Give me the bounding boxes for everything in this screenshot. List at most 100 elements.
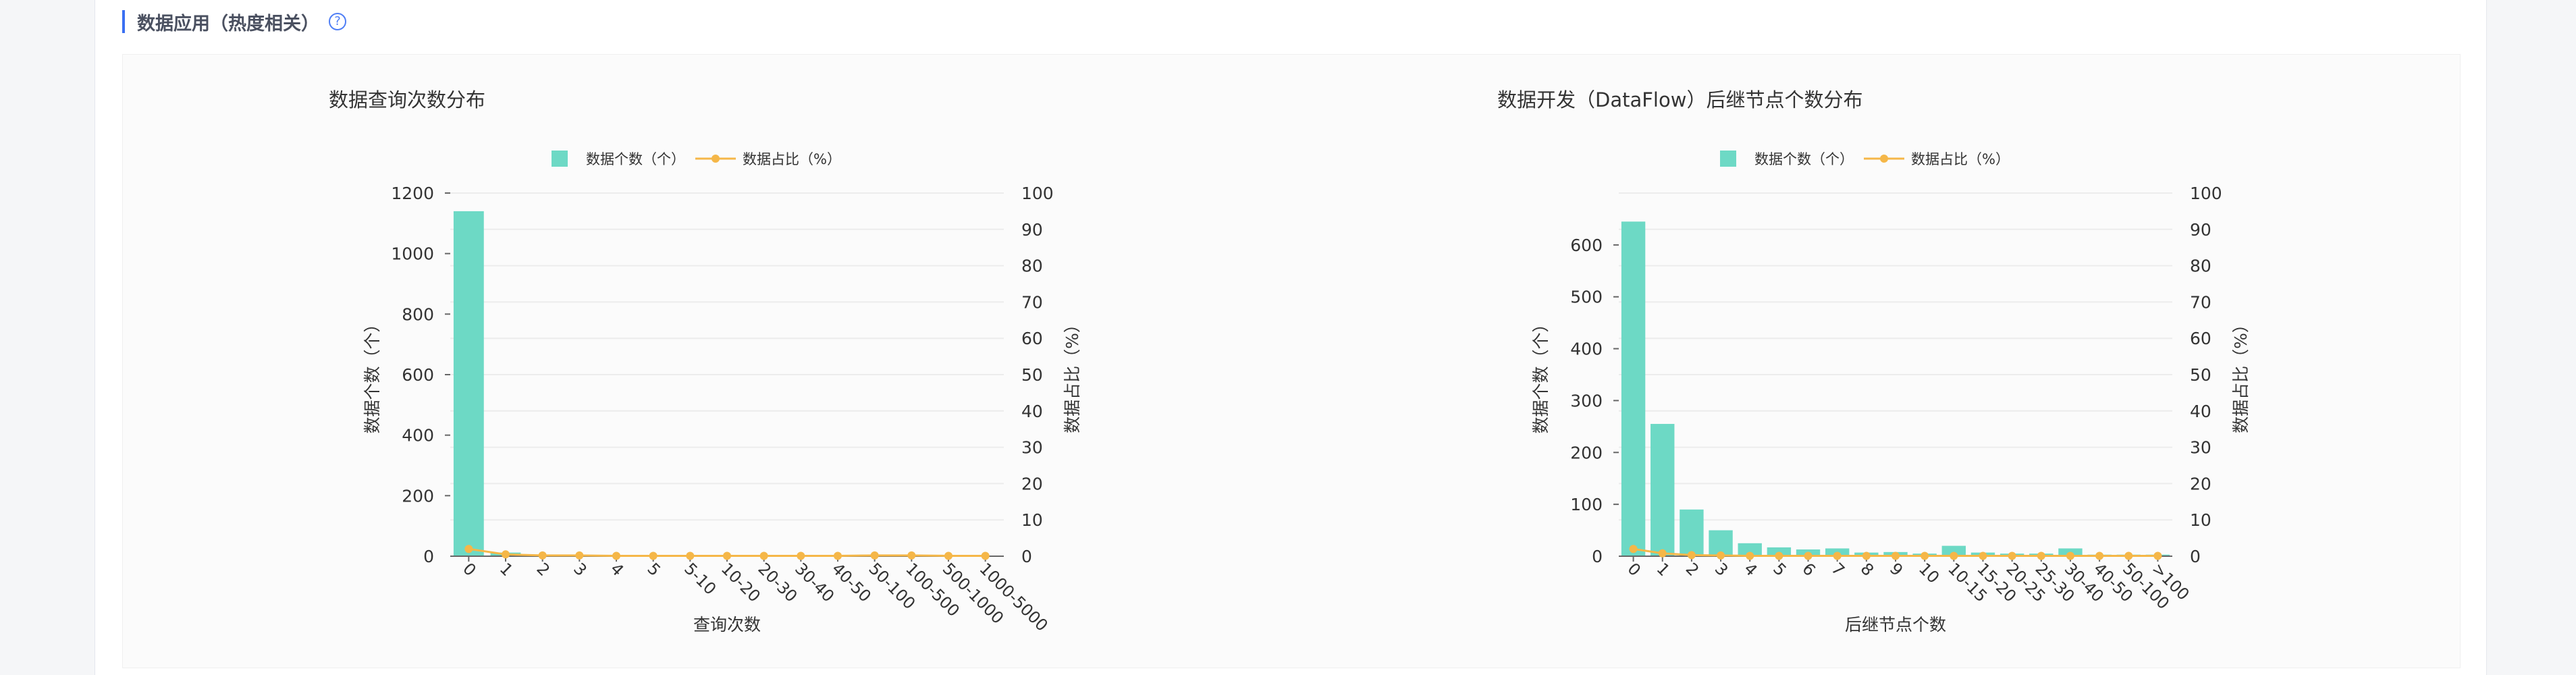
legend-bar-label: 数据个数（个） <box>1754 151 1854 167</box>
y2-tick-label: 60 <box>2190 329 2211 348</box>
question-circle-icon[interactable]: ? <box>329 13 346 30</box>
x-tick-label: 5-10 <box>680 559 720 598</box>
page-content: 数据应用（热度相关） ? 数据查询次数分布 10 20 30 40 50 60 70 80 90… <box>95 0 2487 675</box>
chart-title-query-count: 数据查询次数分布 <box>329 88 486 111</box>
y-tick-label: 800 <box>402 304 434 324</box>
bar <box>1680 509 1704 556</box>
line-point <box>1862 551 1871 560</box>
section-accent-bar <box>122 10 125 33</box>
y2-tick-label: 70 <box>2190 292 2211 312</box>
y-tick-label: 200 <box>402 486 434 506</box>
y-axis-label: 数据个数（个） <box>1531 315 1551 433</box>
y2-tick-label: 100 <box>2190 184 2222 203</box>
x-tick-label: 6 <box>1798 559 1819 580</box>
x-tick-label: 40-50 <box>828 559 875 605</box>
y-tick-label: 100 <box>1570 495 1603 514</box>
y-tick-label: 1000 <box>391 244 434 264</box>
legend-bar-swatch <box>1720 151 1736 167</box>
y-tick-label: 0 <box>1592 547 1603 566</box>
line-point <box>1746 551 1754 560</box>
x-tick-label: 1 <box>1653 559 1673 580</box>
y2-tick-label: 90 <box>2190 220 2211 240</box>
line-point <box>2037 551 2045 560</box>
legend-line-label: 数据占比（%） <box>743 151 841 167</box>
y2-axis-label: 数据占比（%） <box>2231 316 2251 433</box>
legend-bar-swatch <box>552 151 568 167</box>
x-tick-label: 4 <box>607 559 628 580</box>
line-point <box>2066 551 2074 560</box>
line-point <box>538 551 547 560</box>
line-point <box>1775 551 1783 560</box>
legend-bar-label: 数据个数（个） <box>586 151 685 167</box>
x-tick-label: 1 <box>496 559 517 580</box>
line-point <box>1717 551 1725 560</box>
x-tick-label: 3 <box>570 559 591 580</box>
legend-line-marker <box>712 155 720 163</box>
line-point <box>797 551 805 560</box>
y2-tick-label: 40 <box>2190 402 2211 421</box>
y-tick-label: 0 <box>423 547 434 566</box>
line-point <box>1979 551 1987 560</box>
y2-tick-label: 50 <box>2190 365 2211 385</box>
y-tick-label: 200 <box>1570 443 1603 462</box>
line-point <box>2124 551 2133 560</box>
bar <box>1941 545 1966 556</box>
x-axis-label: 查询次数 <box>693 615 761 634</box>
y-tick-label: 1200 <box>391 184 434 203</box>
line-point <box>1687 551 1696 560</box>
line-point <box>686 551 695 560</box>
line-point <box>907 551 916 560</box>
x-tick-label: 7 <box>1827 559 1848 580</box>
y2-tick-label: 20 <box>1021 474 1043 493</box>
line-point <box>981 551 990 560</box>
line-point <box>1921 551 1929 560</box>
bar <box>1621 221 1646 556</box>
x-tick-label: 4 <box>1740 559 1761 580</box>
x-tick-label: 10 <box>1915 559 1943 587</box>
y2-tick-label: 20 <box>2190 474 2211 493</box>
section-header: 数据应用（热度相关） ? <box>122 9 346 34</box>
y-tick-label: 600 <box>1570 236 1603 255</box>
x-tick-label: 5 <box>643 559 664 580</box>
x-tick-label: 5 <box>1769 559 1790 580</box>
line-point <box>2095 551 2104 560</box>
line-point <box>944 551 952 560</box>
chart-title-dataflow-successor: 数据开发（DataFlow）后继节点个数分布 <box>1497 88 1863 111</box>
x-tick-label: 9 <box>1886 559 1907 580</box>
line-point <box>1891 551 1900 560</box>
y2-axis-label: 数据占比（%） <box>1063 316 1082 433</box>
bar <box>453 211 484 556</box>
line-point <box>575 551 584 560</box>
legend-line-label: 数据占比（%） <box>1911 151 2010 167</box>
charts-card: 数据查询次数分布 10 20 30 40 50 60 70 80 90 100 0 0 200 400 60… <box>122 54 2461 668</box>
y2-tick-label: 30 <box>2190 438 2211 458</box>
y2-tick-label: 100 <box>1021 184 1054 203</box>
line-point <box>834 551 842 560</box>
y2-tick-label: 40 <box>1021 402 1043 421</box>
line-point <box>1658 549 1667 558</box>
x-tick-label: 3 <box>1711 559 1732 580</box>
bar <box>1651 424 1675 556</box>
line-point <box>759 551 768 560</box>
y-axis-label: 数据个数（个） <box>363 315 382 433</box>
x-tick-label: 2 <box>533 559 554 580</box>
y2-tick-label: 10 <box>1021 510 1043 530</box>
y-tick-label: 600 <box>402 365 434 385</box>
dataflow-successor-chart: 1020304050607080901000010020030040050060… <box>1531 151 2251 634</box>
line-point <box>1629 545 1638 554</box>
line-point <box>2153 551 2162 560</box>
x-tick-label: 30-40 <box>791 559 838 605</box>
y2-tick-label: 80 <box>2190 256 2211 276</box>
query-count-chart: 1020304050607080901000020040060080010001… <box>363 151 1082 635</box>
y2-tick-label: 10 <box>2190 510 2211 530</box>
legend-line-marker <box>1880 155 1888 163</box>
x-tick-label: 0 <box>459 559 480 580</box>
bar <box>1738 543 1762 556</box>
line-point <box>870 551 879 560</box>
y2-tick-label: 50 <box>1021 365 1043 385</box>
y-tick-label: 500 <box>1570 288 1603 307</box>
line-point <box>723 551 731 560</box>
y-tick-label: 400 <box>1570 340 1603 359</box>
x-tick-label: 8 <box>1857 559 1878 580</box>
x-tick-label: 2 <box>1682 559 1703 580</box>
